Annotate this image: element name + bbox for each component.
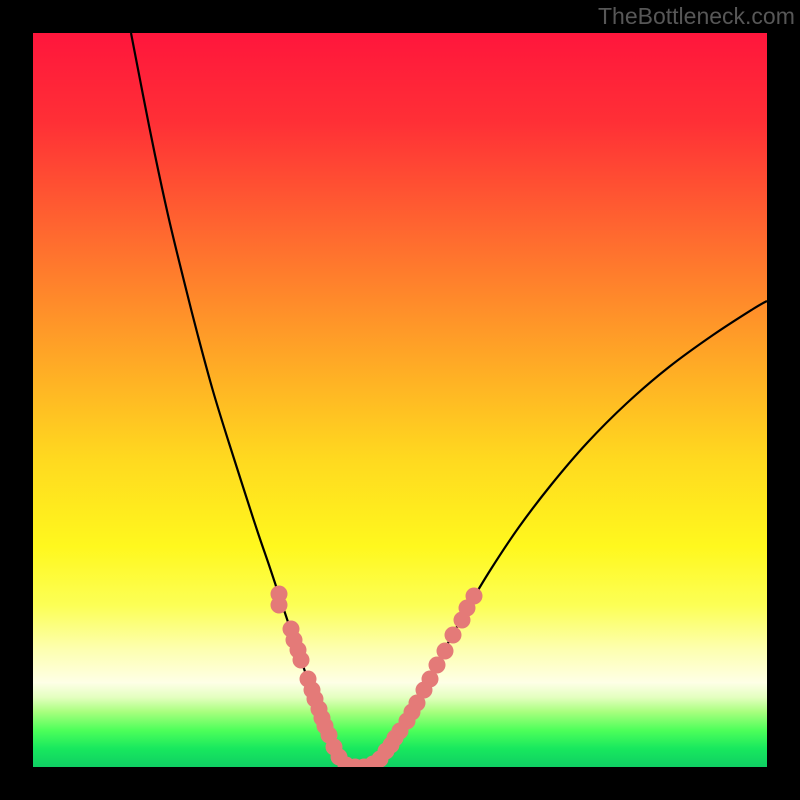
curve-left <box>131 33 351 767</box>
data-dot <box>466 588 483 605</box>
data-dot <box>293 652 310 669</box>
chart-svg <box>0 0 800 800</box>
data-dot <box>445 627 462 644</box>
watermark-text: TheBottleneck.com <box>598 3 795 30</box>
data-dot <box>271 597 288 614</box>
data-dot <box>437 643 454 660</box>
